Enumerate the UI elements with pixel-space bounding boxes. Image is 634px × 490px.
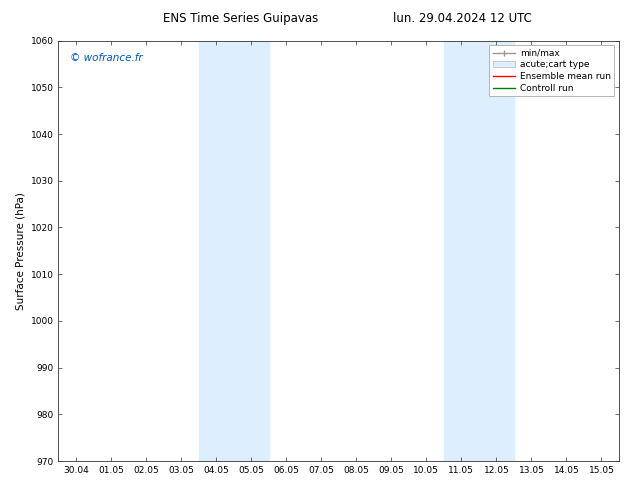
Text: © wofrance.fr: © wofrance.fr (70, 53, 142, 63)
Bar (444, 41, 514, 461)
Text: lun. 29.04.2024 12 UTC: lun. 29.04.2024 12 UTC (393, 12, 533, 25)
Y-axis label: Surface Pressure (hPa): Surface Pressure (hPa) (15, 192, 25, 310)
Bar (198, 41, 269, 461)
Text: ENS Time Series Guipavas: ENS Time Series Guipavas (164, 12, 318, 25)
Legend: min/max, acute;cart type, Ensemble mean run, Controll run: min/max, acute;cart type, Ensemble mean … (489, 45, 614, 97)
